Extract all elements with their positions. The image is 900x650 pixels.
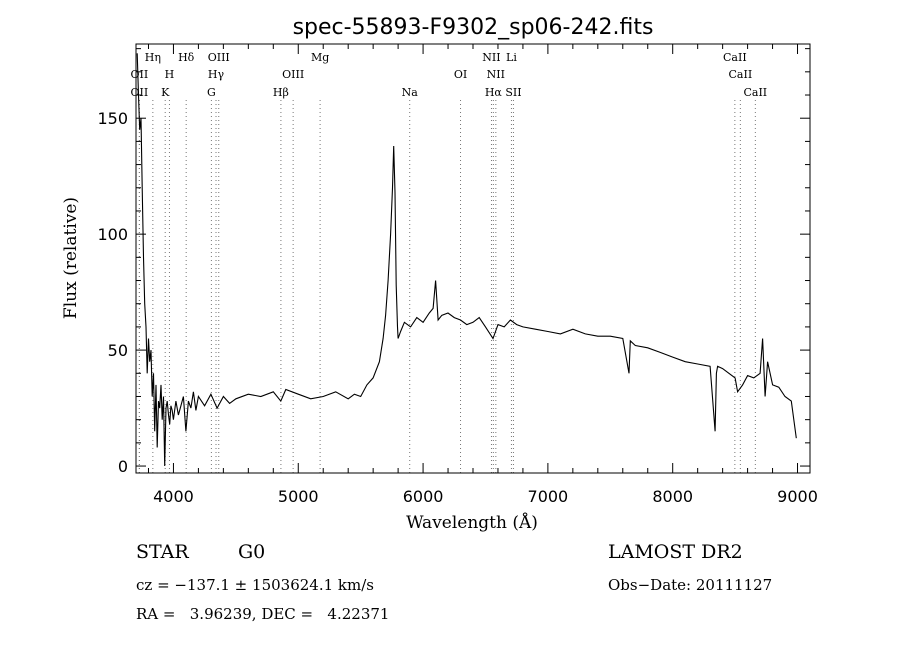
axes: 4000 5000 6000 7000 8000 9000 0 50 100 150 [97, 44, 818, 506]
survey-name: LAMOST DR2 [608, 541, 743, 563]
marker-label: Hγ [208, 68, 225, 81]
x-tick-label: 8000 [652, 487, 693, 506]
y-tick-label: 0 [118, 457, 128, 476]
plot-frame [135, 43, 811, 474]
x-tick-label: 6000 [403, 487, 444, 506]
y-tick-label: 50 [108, 341, 128, 360]
marker-label: OIII [208, 51, 230, 64]
spectrum-line [136, 53, 797, 467]
marker-label: OII [131, 68, 149, 81]
obs-date-line: Obs−Date: 20111127 [608, 576, 773, 594]
object-subclass: G0 [238, 541, 266, 563]
y-axis-label: Flux (relative) [61, 197, 81, 319]
marker-label: Hβ [273, 86, 289, 99]
marker-label: OII [131, 86, 149, 99]
marker-label: G [207, 86, 216, 99]
marker-label: CaII [729, 68, 753, 81]
redshift-line: cz = −137.1 ± 1503624.1 km/s [136, 576, 374, 594]
marker-label: OIII [282, 68, 304, 81]
marker-label: OI [454, 68, 467, 81]
x-tick-label: 9000 [777, 487, 818, 506]
x-tick-label: 5000 [278, 487, 319, 506]
marker-label: NII [482, 51, 500, 64]
x-tick-label: 4000 [153, 487, 194, 506]
marker-label: H [165, 68, 175, 81]
marker-label: CaII [723, 51, 747, 64]
marker-label: NII [487, 68, 505, 81]
marker-label: K [161, 86, 170, 99]
marker-label: Na [402, 86, 419, 99]
marker-label: Li [506, 51, 517, 64]
emission-line-markers: OII Hη OII HK Hδ G Hγ OIII Hβ OIII Mg Na OI NII NII Hα L… [131, 51, 767, 473]
marker-label: Hη [145, 51, 161, 64]
y-tick-label: 100 [97, 225, 128, 244]
marker-label: SII [505, 86, 521, 99]
spectrum-series [136, 53, 797, 467]
radec-line: RA = 3.96239, DEC = 4.22371 [136, 605, 390, 623]
x-axis-label: Wavelength (Å) [406, 512, 538, 533]
chart-title: spec-55893-F9302_sp06-242.fits [293, 15, 654, 40]
marker-label: Hδ [178, 51, 195, 64]
marker-label: CaII [743, 86, 767, 99]
y-tick-label: 150 [97, 109, 128, 128]
marker-label: Mg [311, 51, 329, 64]
marker-label: Hα [485, 86, 503, 99]
x-tick-label: 7000 [528, 487, 569, 506]
object-class: STAR [136, 541, 189, 563]
